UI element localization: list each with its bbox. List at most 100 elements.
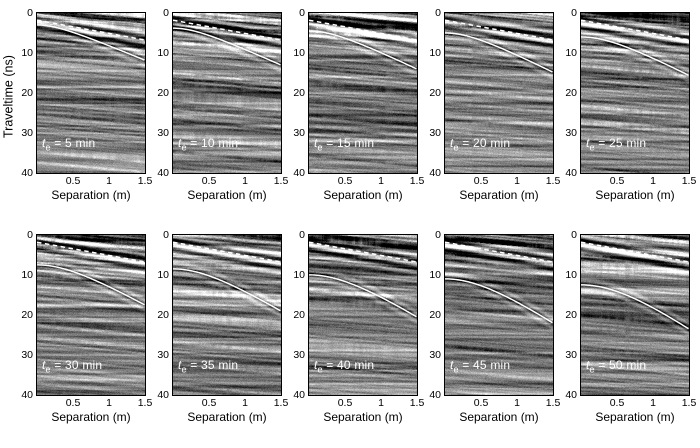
panel-label: te = 10 min [178,136,239,153]
y-tick-label: 40 [429,167,441,179]
x-tick-label: 1 [106,397,112,409]
x-tick-label: 0.5 [337,397,353,409]
y-tick-label: 0 [571,7,577,19]
y-tick-label: 0 [27,229,33,241]
panel-label-variable: t [178,358,182,372]
radargram-canvas [173,13,281,173]
y-tick-label: 0 [299,229,305,241]
panel-te-10: 0 10 20 30 40 te = 10 min 0.5 1 1.5 Separation (m… [152,7,289,204]
panel-label-subscript: e [453,142,459,153]
y-tick-label: 20 [429,309,441,321]
x-tick-label: 1.5 [409,175,425,187]
panel-te-5: 0 10 20 30 40 te = 5 min 0.5 1 1.5 Separation (m) [16,7,153,204]
panel-label-variable: t [314,358,318,372]
x-tick-labels: 0.5 1 1.5 [172,174,289,188]
plot-area: te = 40 min [308,234,418,396]
y-tick-label: 10 [293,269,305,281]
y-tick-label: 30 [157,127,169,139]
y-tick-label: 30 [565,349,577,361]
y-tick-labels: 0 10 20 30 40 [288,7,308,179]
y-tick-labels: 0 10 20 30 40 [424,229,444,401]
y-tick-label: 30 [157,349,169,361]
y-tick-labels: 0 10 20 30 40 [560,229,580,401]
x-tick-label: 1.5 [409,397,425,409]
y-tick-label: 30 [21,349,33,361]
x-tick-labels: 0.5 1 1.5 [36,174,153,188]
radargram-canvas [37,235,145,395]
y-tick-label: 40 [21,167,33,179]
panel-label-subscript: e [589,142,595,153]
x-tick-label: 0.5 [337,175,353,187]
x-tick-label: 1 [106,175,112,187]
plot-area: te = 50 min [580,234,690,396]
x-tick-labels: 0.5 1 1.5 [172,396,289,410]
y-tick-labels: 0 10 20 30 40 [152,229,172,401]
panel-label-variable: t [450,358,454,372]
y-tick-label: 40 [157,389,169,401]
y-tick-label: 30 [21,127,33,139]
y-tick-label: 40 [293,167,305,179]
radargram-canvas [581,235,689,395]
panel-label-subscript: e [317,142,323,153]
panel-label-variable: t [178,136,182,150]
y-tick-label: 0 [27,7,33,19]
panel-label-variable: t [314,136,318,150]
panel-label-subscript: e [45,142,51,153]
panel-label: te = 50 min [586,358,647,375]
y-tick-label: 30 [293,349,305,361]
panel-te-15: 0 10 20 30 40 te = 15 min 0.5 1 1.5 Separation (m… [288,7,425,204]
x-axis-label: Separation (m) [187,188,267,202]
x-tick-label: 1 [650,175,656,187]
panel-label: te = 30 min [42,358,103,375]
y-tick-labels: 0 10 20 30 40 [152,7,172,179]
panel-te-35: 0 10 20 30 40 te = 35 min 0.5 1 1.5 Separation (m… [152,229,289,426]
x-tick-label: 0.5 [609,175,625,187]
radargram-canvas [445,13,553,173]
y-tick-label: 0 [299,7,305,19]
panel-label-variable: t [42,136,46,150]
radargram-canvas [581,13,689,173]
y-axis-label: Traveltime (ns) [1,55,16,139]
x-tick-labels: 0.5 1 1.5 [308,174,425,188]
y-tick-label: 30 [429,349,441,361]
y-tick-label: 10 [157,47,169,59]
y-tick-label: 40 [293,389,305,401]
panel-label-subscript: e [45,364,51,375]
panel-label: te = 20 min [450,136,511,153]
panel-label-variable: t [42,358,46,372]
x-tick-label: 1.5 [273,397,289,409]
x-tick-labels: 0.5 1 1.5 [444,396,561,410]
x-tick-labels: 0.5 1 1.5 [444,174,561,188]
x-axis-label: Separation (m) [323,188,403,202]
y-tick-label: 30 [429,127,441,139]
x-tick-label: 1 [378,175,384,187]
y-tick-labels: 0 10 20 30 40 [16,7,36,179]
y-tick-label: 10 [565,269,577,281]
plot-area: te = 15 min [308,12,418,174]
radargram-canvas [445,235,553,395]
panel-label: te = 25 min [586,136,647,153]
y-tick-label: 0 [571,229,577,241]
panel-label: te = 5 min [42,136,96,153]
y-tick-label: 40 [21,389,33,401]
panel-label-variable: t [450,136,454,150]
x-tick-label: 0.5 [609,397,625,409]
y-tick-label: 40 [565,167,577,179]
y-tick-label: 20 [429,87,441,99]
panel-label: te = 40 min [314,358,375,375]
radargram-canvas [173,235,281,395]
radargram-canvas [37,13,145,173]
x-tick-label: 0.5 [473,397,489,409]
panel-label: te = 35 min [178,358,239,375]
y-tick-label: 20 [21,309,33,321]
panel-label: te = 15 min [314,136,375,153]
plot-area: te = 5 min [36,12,146,174]
x-tick-label: 1.5 [681,175,697,187]
panel-label-subscript: e [317,364,323,375]
plot-area: te = 20 min [444,12,554,174]
x-axis-label: Separation (m) [51,410,131,424]
x-tick-label: 0.5 [201,175,217,187]
x-tick-label: 1 [650,397,656,409]
panel-te-45: 0 10 20 30 40 te = 45 min 0.5 1 1.5 Separation (m… [424,229,561,426]
y-tick-label: 20 [21,87,33,99]
